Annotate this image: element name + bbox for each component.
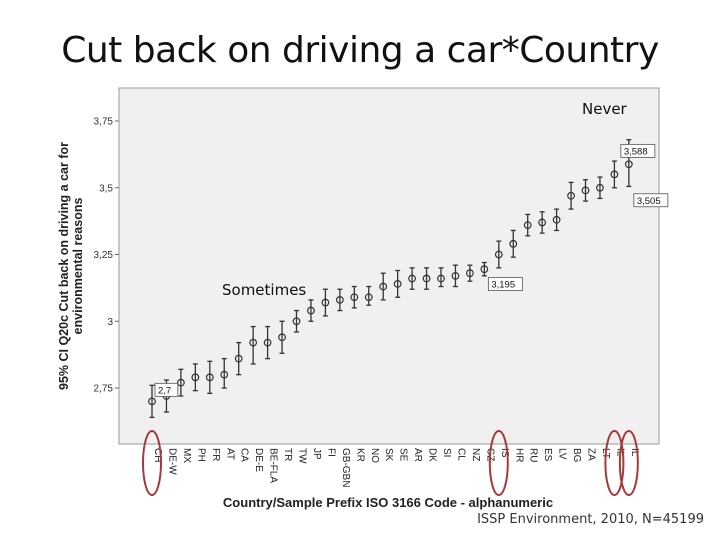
mean-point xyxy=(552,215,561,224)
value-annotation: 3,505 xyxy=(637,196,661,207)
category-label: BG xyxy=(571,448,582,463)
category-label: CL xyxy=(455,448,466,461)
mean-point xyxy=(610,170,619,179)
mean-point xyxy=(335,295,344,304)
mean-point xyxy=(494,250,503,259)
category-label: IS xyxy=(499,448,510,458)
category-label: FR xyxy=(210,448,221,461)
mean-point xyxy=(148,397,156,406)
category-label: LV xyxy=(557,448,568,460)
category-label: DE-W xyxy=(166,448,177,475)
mean-point xyxy=(364,293,373,302)
y-tick-label: 3,25 xyxy=(94,250,114,261)
value-annotation-box xyxy=(620,143,656,158)
category-label: AR xyxy=(412,448,423,462)
plot-area xyxy=(118,87,660,445)
mean-point xyxy=(249,338,258,347)
category-label: DE-E xyxy=(253,448,264,472)
y-tick-label: 2,75 xyxy=(94,384,114,395)
mean-point xyxy=(408,274,417,283)
mean-point xyxy=(350,293,359,302)
value-annotation-box xyxy=(487,277,523,291)
x-axis-title: Country/Sample Prefix ISO 3166 Code - al… xyxy=(222,495,554,510)
mean-point xyxy=(220,370,229,379)
category-label: MX xyxy=(181,448,192,463)
source-note: ISSP Environment, 2010, N=45199 xyxy=(477,512,704,527)
highlight-ellipse xyxy=(142,430,162,496)
region-label-never: Never xyxy=(582,100,628,118)
y-tick-label: 3,75 xyxy=(94,117,114,128)
category-label: CH xyxy=(152,448,163,462)
y-tick-label: 3 xyxy=(107,317,113,328)
y-axis-title-line: 95% CI Q20c Cut back on driving a car fo… xyxy=(57,142,71,390)
region-label-sometimes: Sometimes xyxy=(222,281,306,299)
category-label: TW xyxy=(297,448,308,464)
mean-point xyxy=(509,239,518,248)
mean-point xyxy=(538,218,547,227)
value-annotation: 3,195 xyxy=(491,280,515,291)
category-label: FI xyxy=(325,448,336,457)
category-label: NO xyxy=(369,448,380,463)
category-label: NZ xyxy=(470,448,481,461)
category-label: TR xyxy=(282,448,293,461)
category-label: RU xyxy=(528,448,539,462)
category-label: IL xyxy=(629,448,640,457)
mean-point xyxy=(307,306,315,315)
category-label: DK xyxy=(427,448,438,462)
category-label: BE-FLA xyxy=(268,448,279,483)
category-label: GB-GBN xyxy=(340,448,351,487)
category-label: KR xyxy=(354,448,365,462)
mean-point xyxy=(234,354,243,363)
value-annotation: 3,588 xyxy=(624,146,648,157)
mean-point xyxy=(480,265,489,274)
category-label: ES xyxy=(542,448,553,462)
category-label: JP xyxy=(311,448,322,460)
mean-point xyxy=(379,282,388,291)
slide-title: Cut back on driving a car*Country xyxy=(61,30,659,71)
category-label: SI xyxy=(441,448,452,457)
mean-point xyxy=(321,298,330,307)
mean-point xyxy=(567,191,575,200)
value-annotation-box xyxy=(154,382,179,397)
category-label: ZA xyxy=(586,448,597,461)
value-annotation-box xyxy=(633,193,669,208)
category-label: PH xyxy=(195,448,206,462)
mean-point xyxy=(205,373,214,382)
mean-point xyxy=(596,183,604,192)
mean-point xyxy=(451,271,460,280)
mean-point xyxy=(292,317,301,326)
mean-point xyxy=(263,338,272,347)
category-label: AT xyxy=(224,448,235,460)
mean-point xyxy=(523,221,532,230)
mean-point xyxy=(191,373,200,382)
highlight-ellipse xyxy=(618,430,639,496)
highlight-ellipse xyxy=(604,430,625,496)
mean-point xyxy=(176,378,185,387)
mean-point xyxy=(422,274,431,283)
mean-point xyxy=(466,269,474,278)
category-label: CA xyxy=(239,448,250,462)
y-tick-label: 3,5 xyxy=(99,183,113,194)
y-axis-title-line: environmental reasons xyxy=(71,198,85,335)
category-label: HR xyxy=(513,448,524,462)
mean-point xyxy=(624,160,633,169)
category-label: SE xyxy=(398,448,409,462)
mean-point xyxy=(437,274,445,283)
mean-point xyxy=(393,279,402,288)
category-label: SK xyxy=(383,448,394,462)
mean-point xyxy=(581,186,590,195)
value-annotation: 2,7 xyxy=(158,385,171,396)
highlight-ellipse xyxy=(488,430,509,496)
mean-point xyxy=(278,333,286,342)
